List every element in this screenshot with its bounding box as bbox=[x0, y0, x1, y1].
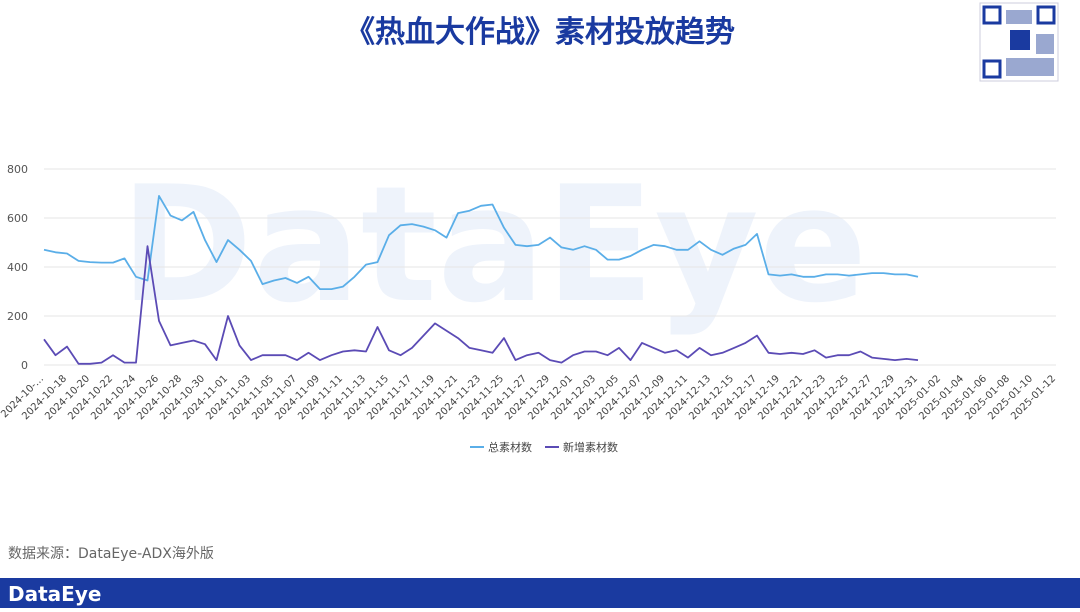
series-line bbox=[43, 245, 919, 365]
chart-title: 《热血大作战》素材投放趋势 bbox=[345, 15, 735, 50]
legend-label: 新增素材数 bbox=[563, 440, 618, 454]
watermark: DataEye bbox=[120, 151, 867, 338]
y-tick-label: 400 bbox=[7, 261, 28, 274]
series-line bbox=[43, 195, 919, 290]
brand-logo: DataEye bbox=[8, 582, 101, 606]
source-note: 数据来源：DataEye-ADX海外版 bbox=[8, 546, 214, 562]
y-tick-label: 0 bbox=[21, 359, 28, 372]
legend-label: 总素材数 bbox=[488, 440, 532, 454]
qr-code bbox=[979, 2, 1059, 82]
y-tick-label: 200 bbox=[7, 310, 28, 323]
footer-bar bbox=[0, 578, 1080, 608]
y-tick-label: 600 bbox=[7, 212, 28, 225]
y-tick-label: 800 bbox=[7, 163, 28, 176]
